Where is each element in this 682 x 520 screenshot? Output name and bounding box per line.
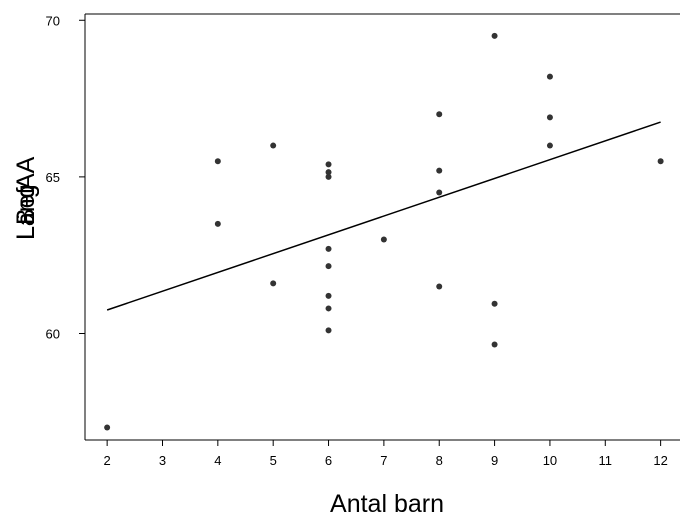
y-axis-title-4: AA xyxy=(12,156,40,190)
y-axis-ticks: 60 65 70 xyxy=(46,13,85,342)
y-axis-title-1: Läng xyxy=(12,184,40,240)
data-point xyxy=(325,161,332,168)
data-point xyxy=(214,220,221,227)
regression-line-group xyxy=(106,121,661,311)
data-point xyxy=(491,341,498,348)
data-point xyxy=(546,114,553,121)
x-tick-label: 5 xyxy=(270,453,277,468)
data-point xyxy=(325,173,332,180)
x-tick-label: 11 xyxy=(599,453,613,468)
x-tick-label: 7 xyxy=(380,453,387,468)
x-tick-label: 6 xyxy=(325,453,332,468)
regression-line xyxy=(106,121,661,311)
x-tick-label: 9 xyxy=(491,453,498,468)
data-point xyxy=(657,158,664,165)
y-axis-title-group: Läng Läng Bef AA xyxy=(12,156,40,240)
data-point xyxy=(491,300,498,307)
data-point xyxy=(546,142,553,149)
x-tick-label: 8 xyxy=(436,453,443,468)
data-point xyxy=(436,111,443,118)
y-tick-label: 60 xyxy=(46,327,60,342)
x-tick-label: 4 xyxy=(214,453,221,468)
x-tick-label: 10 xyxy=(543,453,557,468)
data-point xyxy=(380,236,387,243)
x-axis-title: Antal barn xyxy=(330,490,444,518)
data-point xyxy=(270,280,277,287)
data-point xyxy=(546,73,553,80)
data-point xyxy=(491,32,498,39)
x-axis-ticks: 2 3 4 5 6 7 8 9 10 11 12 xyxy=(104,440,668,468)
data-point xyxy=(325,263,332,270)
data-point xyxy=(214,158,221,165)
data-point xyxy=(436,167,443,174)
data-point xyxy=(436,283,443,290)
data-point xyxy=(104,424,111,431)
x-tick-label: 3 xyxy=(159,453,166,468)
y-axis-title-3: Bef xyxy=(12,187,40,225)
x-tick-label: 12 xyxy=(653,453,667,468)
data-point xyxy=(325,245,332,252)
y-axis-title-2: Läng xyxy=(12,184,40,240)
data-point xyxy=(325,327,332,334)
data-point xyxy=(325,305,332,312)
x-tick-label: 2 xyxy=(104,453,111,468)
y-tick-label: 70 xyxy=(46,13,60,28)
data-points xyxy=(104,32,664,431)
data-point xyxy=(270,142,277,149)
data-point xyxy=(436,189,443,196)
y-tick-label: 65 xyxy=(46,170,60,185)
data-point xyxy=(325,292,332,299)
data-point xyxy=(325,169,332,176)
